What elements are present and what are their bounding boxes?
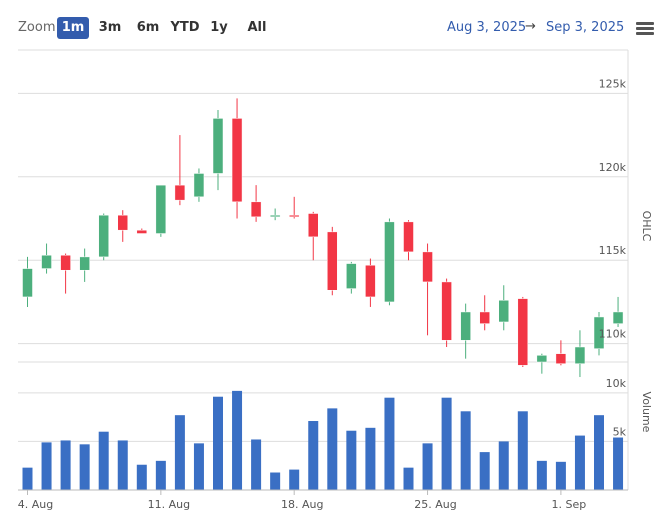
candle-body [346, 263, 357, 289]
candle-body [574, 346, 586, 364]
candle-body [22, 268, 33, 298]
volume-bar [117, 440, 128, 490]
volume-series [22, 390, 624, 490]
candle-body [612, 311, 624, 324]
candle-body [498, 300, 509, 323]
volume-bar [365, 427, 376, 490]
range-button-ytd[interactable]: YTD [170, 20, 200, 35]
volume-bar [498, 441, 509, 490]
volume-bar [384, 397, 395, 490]
volume-bar [594, 415, 604, 490]
volume-bar [98, 431, 109, 490]
candle-body [555, 353, 567, 364]
volume-bar [41, 442, 52, 490]
candle-body [536, 355, 548, 363]
volume-bar [232, 390, 243, 490]
candle-body [231, 118, 243, 203]
volume-tick-label: 10k [606, 377, 627, 390]
date-range-to[interactable]: Sep 3, 2025 [546, 20, 625, 35]
candle-body [193, 173, 205, 198]
candle-body [365, 264, 376, 298]
range-button-1m[interactable]: 1m [57, 17, 89, 39]
volume-bar [289, 469, 300, 490]
volume-bar [555, 461, 566, 490]
candle-body [441, 281, 452, 341]
x-tick-label: 1. Sep [552, 498, 587, 511]
range-button-all[interactable]: All [247, 20, 267, 35]
volume-bar [574, 435, 585, 490]
candle-body [593, 316, 605, 349]
candle-body [41, 254, 52, 269]
volume-bar [193, 443, 204, 490]
price-tick-label: 125k [599, 77, 627, 90]
candle-body [250, 201, 262, 218]
hamburger-menu-icon[interactable] [636, 22, 654, 36]
date-range-from[interactable]: Aug 3, 2025 [447, 20, 527, 35]
volume-bar [536, 460, 547, 490]
volume-tick-label: 5k [613, 425, 627, 438]
candle-body [460, 311, 471, 341]
volume-bar [327, 408, 338, 490]
volume-bar [60, 440, 71, 490]
candle-body [60, 254, 71, 271]
candle-body [269, 214, 281, 218]
axes: 110k 115k 120k 125k 5k 10k 4. Aug 11. Aug 18. Au… [18, 77, 653, 511]
toolbar: Zoom 1m 3m 6m YTD 1y All Aug 3, 2025 → S… [0, 0, 659, 50]
candle-body [288, 214, 300, 218]
price-tick-label: 120k [599, 161, 627, 174]
volume-bar [517, 411, 528, 490]
candle-body [384, 221, 395, 303]
volume-bar [441, 397, 452, 490]
volume-bar [270, 472, 281, 490]
range-button-6m[interactable]: 6m [136, 20, 160, 35]
volume-bar [251, 439, 262, 490]
candle-body [117, 214, 128, 231]
volume-bar [174, 415, 185, 490]
volume-bar [213, 396, 223, 490]
candle-body [479, 311, 490, 324]
x-tick-label: 18. Aug [281, 498, 323, 511]
candle-body [422, 251, 433, 283]
price-axis-title: OHLC [640, 211, 653, 242]
x-tick-label: 4. Aug [18, 498, 53, 511]
candle-body [327, 231, 338, 291]
candle-body [98, 214, 109, 258]
volume-bar [613, 437, 624, 490]
date-range-arrow: → [525, 19, 536, 34]
volume-axis-title: Volume [640, 392, 653, 433]
ohlc-series [22, 98, 624, 378]
volume-bar [403, 467, 414, 490]
volume-bar [479, 452, 490, 490]
volume-bar [460, 411, 471, 490]
grid-lines [18, 49, 629, 490]
candle-body [403, 221, 414, 253]
candle-body [174, 184, 186, 201]
x-tick-label: 25. Aug [414, 498, 456, 511]
candle-body [212, 118, 224, 174]
range-button-3m[interactable]: 3m [98, 20, 122, 35]
volume-bar [22, 467, 33, 490]
volume-bar [422, 443, 433, 490]
volume-bar [155, 460, 166, 490]
candle-body [155, 184, 167, 234]
volume-bar [136, 464, 147, 490]
candle-body [517, 298, 529, 366]
price-tick-label: 115k [599, 244, 627, 257]
volume-bar [79, 444, 90, 490]
candle-body [79, 256, 90, 271]
zoom-label: Zoom [18, 20, 56, 35]
candle-body [308, 213, 319, 238]
range-button-1y[interactable]: 1y [210, 20, 228, 35]
price-tick-label: 110k [599, 328, 627, 341]
candle-body [136, 229, 148, 234]
volume-bar [308, 421, 319, 490]
volume-bar [346, 430, 357, 490]
x-tick-label: 11. Aug [148, 498, 190, 511]
